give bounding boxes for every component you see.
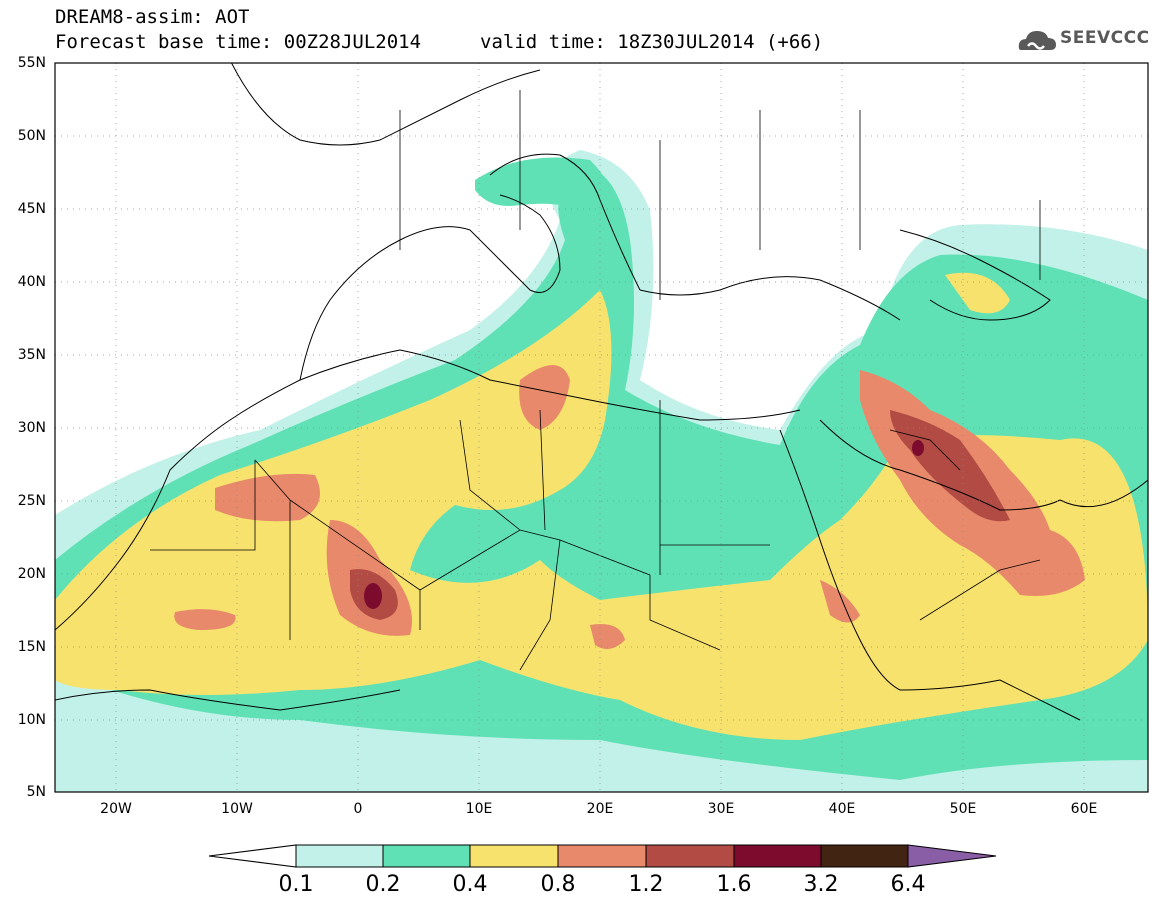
lon-label: 50E — [949, 801, 977, 817]
lon-label: 30E — [707, 801, 735, 817]
colorbar-label: 3.2 — [803, 872, 839, 897]
lon-label: 10W — [221, 801, 253, 817]
colorbar-seg-4 — [557, 844, 647, 868]
lat-label: 40N — [17, 274, 46, 290]
lat-label: 10N — [17, 712, 46, 728]
lat-label: 25N — [17, 493, 46, 509]
colorbar-seg-under — [208, 844, 297, 868]
forecast-time-line: Forecast base time: 00Z28JUL2014 valid ti… — [55, 31, 823, 53]
lat-label: 35N — [17, 347, 46, 363]
lat-label: 55N — [17, 55, 46, 71]
colorbar-seg-3 — [469, 844, 559, 868]
lat-label: 50N — [17, 128, 46, 144]
colorbar-label: 6.4 — [890, 872, 926, 897]
seevccc-logo: SEEVCCC — [1016, 22, 1156, 58]
aot-contour-1.6 — [364, 440, 924, 609]
colorbar-label: 0.1 — [278, 872, 314, 897]
coastlines — [55, 63, 1148, 721]
lat-label: 15N — [17, 639, 46, 655]
colorbar-seg-over — [907, 844, 997, 868]
colorbar — [208, 844, 997, 868]
lat-label: 5N — [26, 784, 46, 800]
colorbar-label: 1.6 — [716, 872, 752, 897]
lon-label: 10E — [465, 801, 493, 817]
lon-label: 60E — [1070, 801, 1098, 817]
colorbar-label: 1.2 — [628, 872, 664, 897]
colorbar-seg-5 — [645, 844, 735, 868]
colorbar-seg-2 — [382, 844, 471, 868]
colorbar-label: 0.2 — [365, 872, 401, 897]
colorbar-seg-6 — [733, 844, 822, 868]
lon-label: 0 — [353, 801, 363, 817]
lat-label: 20N — [17, 566, 46, 582]
aot-contour-0.4 — [55, 272, 1148, 740]
map-title: DREAM8-assim: AOT — [55, 6, 250, 28]
country-borders — [150, 90, 1041, 671]
colorbar-seg-1 — [295, 844, 384, 868]
cloud-icon — [1018, 31, 1056, 50]
lon-label: 20E — [586, 801, 614, 817]
lat-lon-grid — [55, 63, 1148, 792]
valid-time: valid time: 18Z30JUL2014 (+66) — [480, 31, 824, 53]
map-frame — [54, 62, 1149, 793]
lon-label: 40E — [828, 801, 856, 817]
colorbar-label: 0.8 — [540, 872, 576, 897]
lat-label: 45N — [17, 201, 46, 217]
base-time: Forecast base time: 00Z28JUL2014 — [55, 31, 422, 53]
colorbar-label: 0.4 — [452, 872, 488, 897]
lon-label: 20W — [100, 801, 132, 817]
colorbar-seg-7 — [820, 844, 909, 868]
lat-label: 30N — [17, 420, 46, 436]
logo-text: SEEVCCC — [1060, 28, 1150, 48]
